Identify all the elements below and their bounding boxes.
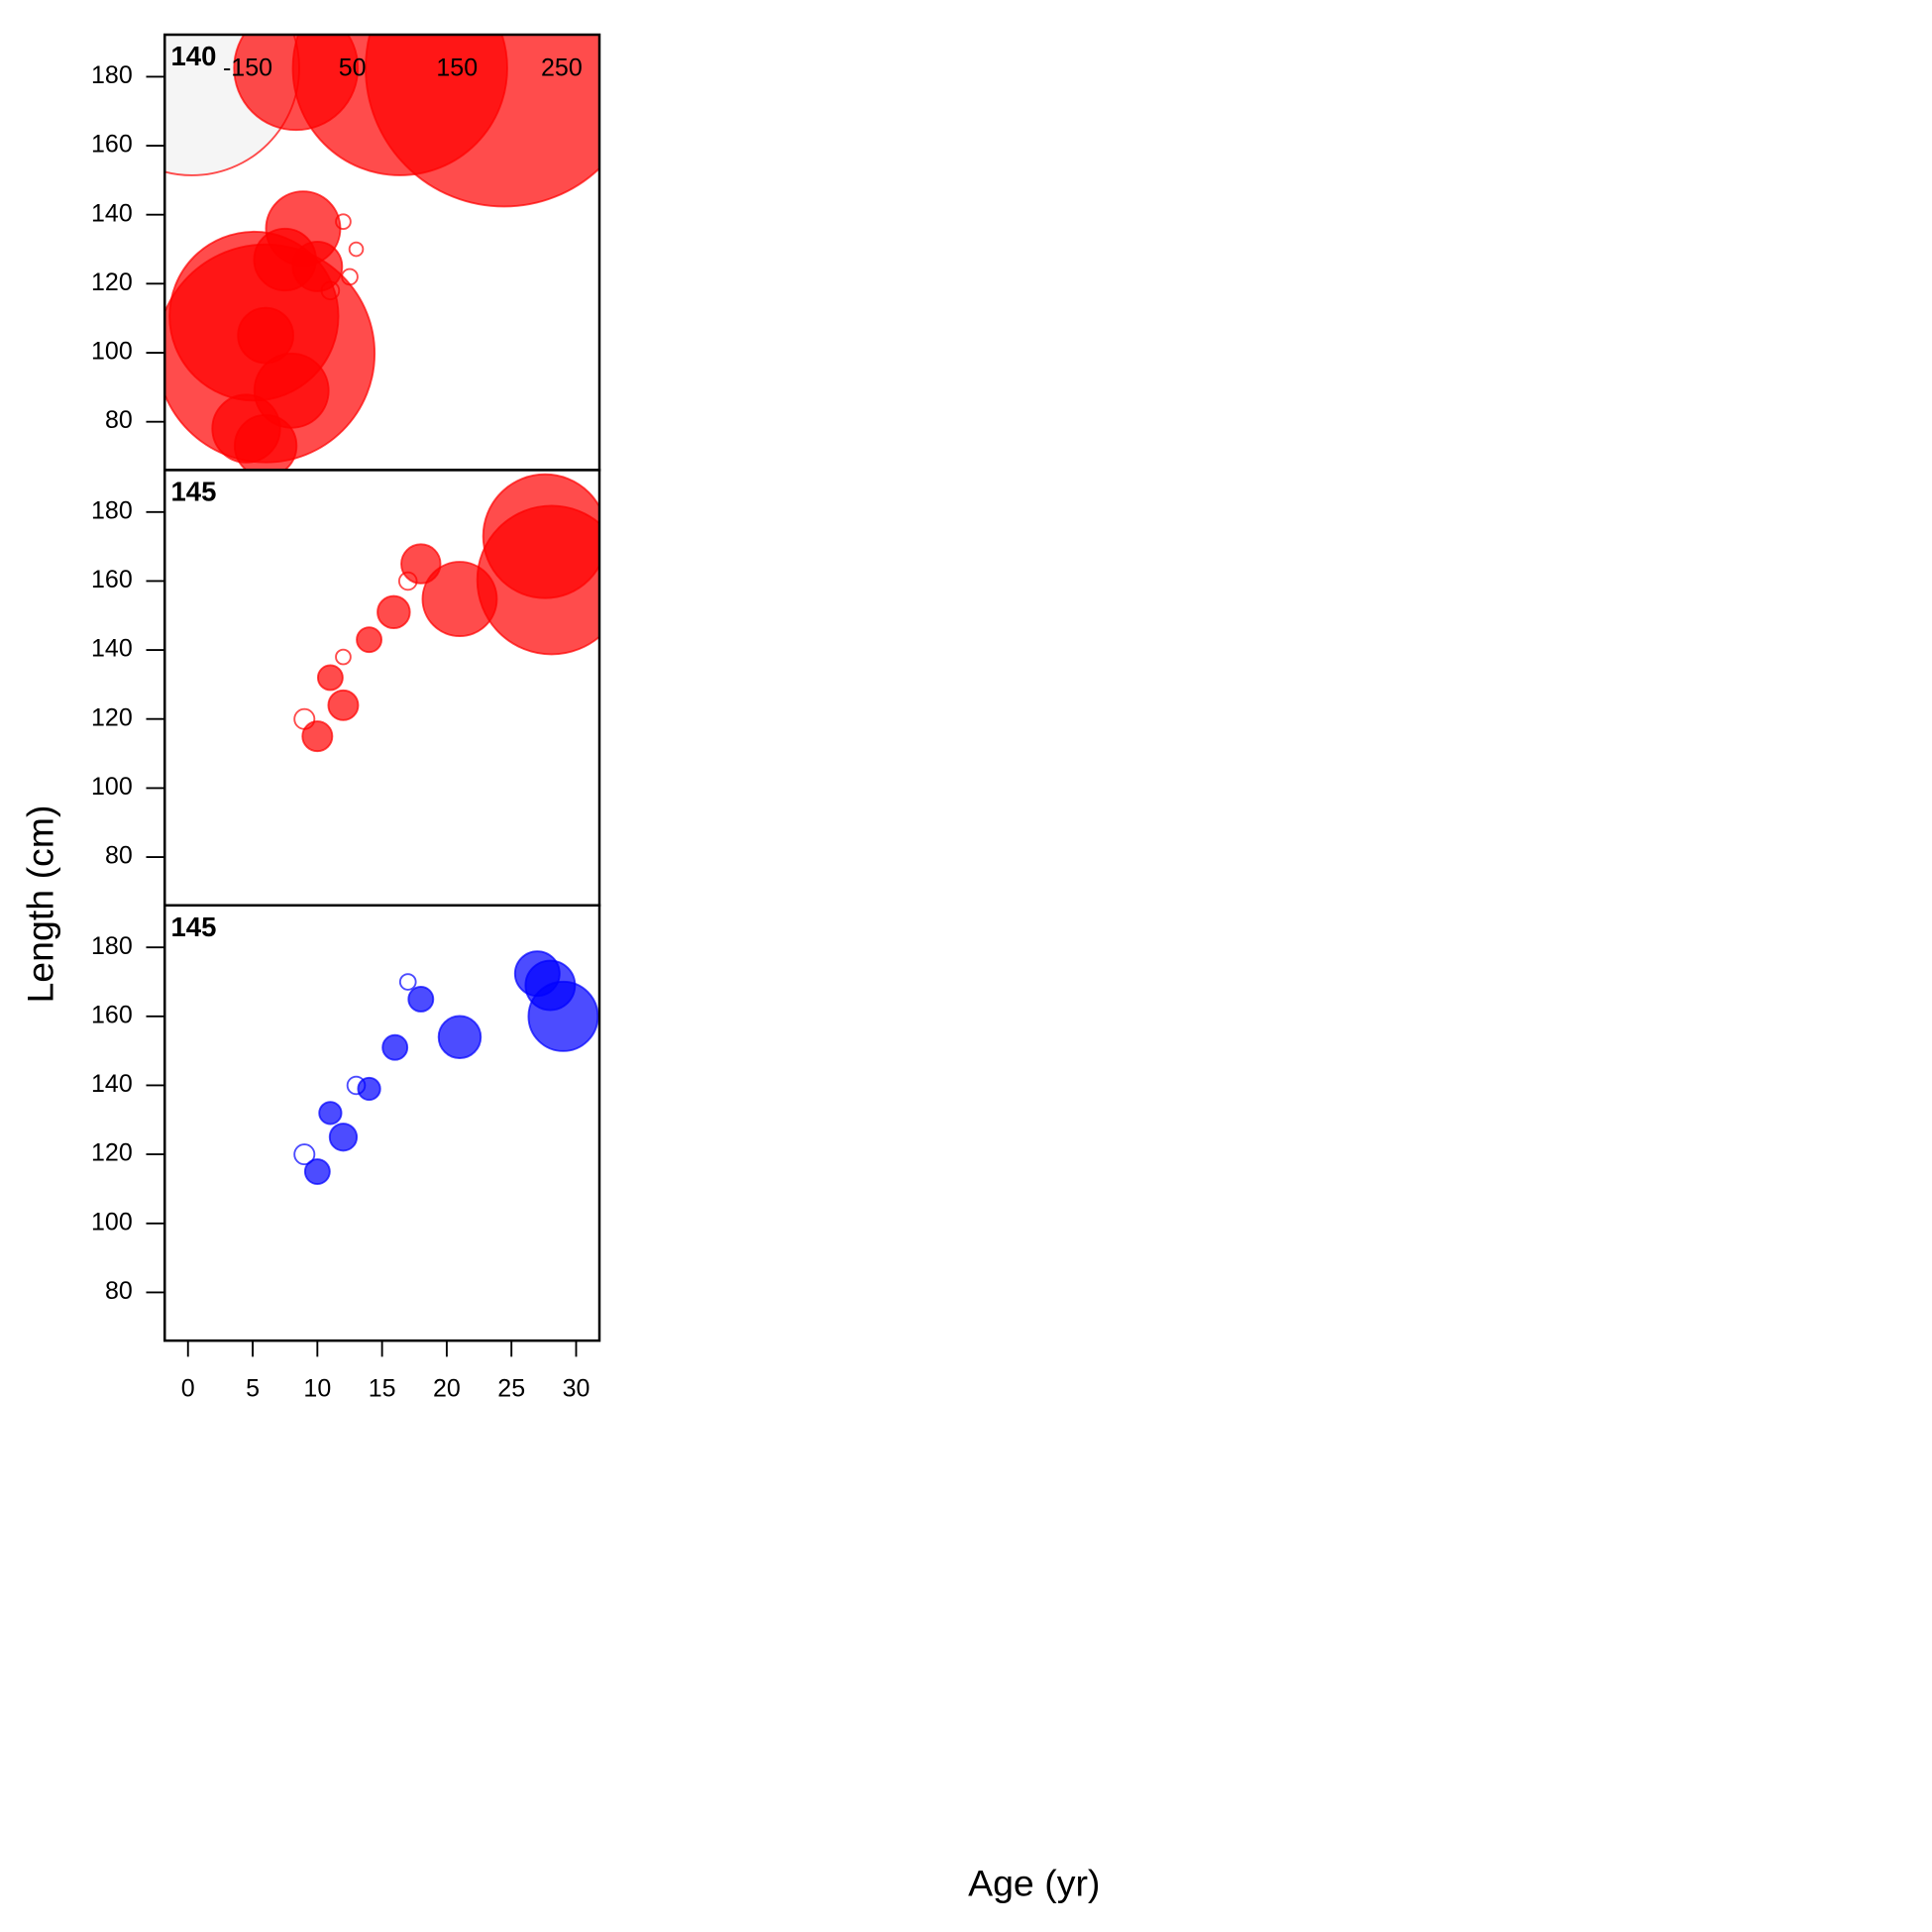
bubble	[407, 986, 435, 1013]
bubble	[335, 648, 352, 666]
y-tick-label: 140	[91, 199, 133, 227]
y-tick-label: 180	[91, 61, 133, 89]
bubble	[381, 1033, 409, 1061]
bubble	[293, 1143, 316, 1166]
y-tick-label: 140	[91, 1070, 133, 1098]
x-tick-label: 5	[246, 1375, 260, 1403]
legend-label: 150	[436, 54, 478, 82]
panel	[164, 35, 599, 471]
bubble	[356, 626, 383, 654]
panel	[293, 950, 599, 1185]
y-tick-label: 180	[91, 496, 133, 524]
bubble	[376, 594, 411, 630]
bubble	[437, 1015, 483, 1059]
bubble	[291, 241, 344, 292]
bubble	[341, 268, 359, 286]
legend-label: -150	[223, 54, 272, 82]
panel-title: 140	[171, 41, 217, 71]
x-tick-label: 25	[497, 1375, 525, 1403]
x-tick-label: 30	[563, 1375, 590, 1403]
bubble	[476, 504, 599, 656]
bubble	[253, 352, 330, 429]
y-tick-label: 80	[105, 406, 133, 434]
y-tick-label: 100	[91, 338, 133, 366]
bubble	[318, 1101, 343, 1126]
legend-bubble	[365, 35, 599, 208]
x-axis-label: Age (yr)	[968, 1863, 1100, 1904]
y-tick-label: 100	[91, 1208, 133, 1235]
x-tick-label: 10	[303, 1375, 331, 1403]
bubble	[320, 280, 341, 301]
bubble	[293, 707, 316, 730]
x-tick-label: 20	[433, 1375, 461, 1403]
x-tick-label: 15	[369, 1375, 396, 1403]
bubble	[328, 1123, 359, 1152]
bubble	[357, 1076, 381, 1102]
bubble	[301, 720, 334, 753]
y-tick-label: 180	[91, 932, 133, 960]
bubble	[421, 561, 498, 638]
y-tick-label: 80	[105, 842, 133, 870]
bubble	[327, 689, 360, 721]
panel-title: 145	[171, 912, 217, 942]
panel-title: 145	[171, 476, 217, 506]
y-tick-label: 160	[91, 566, 133, 593]
y-tick-label: 80	[105, 1277, 133, 1305]
legend-label: 250	[541, 54, 583, 82]
bubble	[397, 571, 418, 591]
bubble	[335, 213, 352, 231]
y-tick-label: 140	[91, 635, 133, 663]
panel	[293, 473, 599, 753]
y-tick-label: 120	[91, 703, 133, 731]
bubble	[527, 980, 599, 1052]
bubble	[348, 241, 365, 258]
y-tick-label: 160	[91, 1001, 133, 1028]
bubble	[316, 664, 344, 692]
y-tick-label: 100	[91, 773, 133, 801]
bubble	[398, 973, 417, 991]
y-axis-label: Length (cm)	[20, 805, 61, 1003]
x-tick-label: 0	[181, 1375, 195, 1403]
y-tick-label: 120	[91, 268, 133, 296]
bubble	[400, 543, 442, 585]
bubble	[346, 1075, 367, 1096]
y-tick-label: 160	[91, 131, 133, 159]
legend-label: 50	[339, 54, 367, 82]
y-tick-label: 120	[91, 1139, 133, 1167]
bubble	[303, 1158, 331, 1185]
